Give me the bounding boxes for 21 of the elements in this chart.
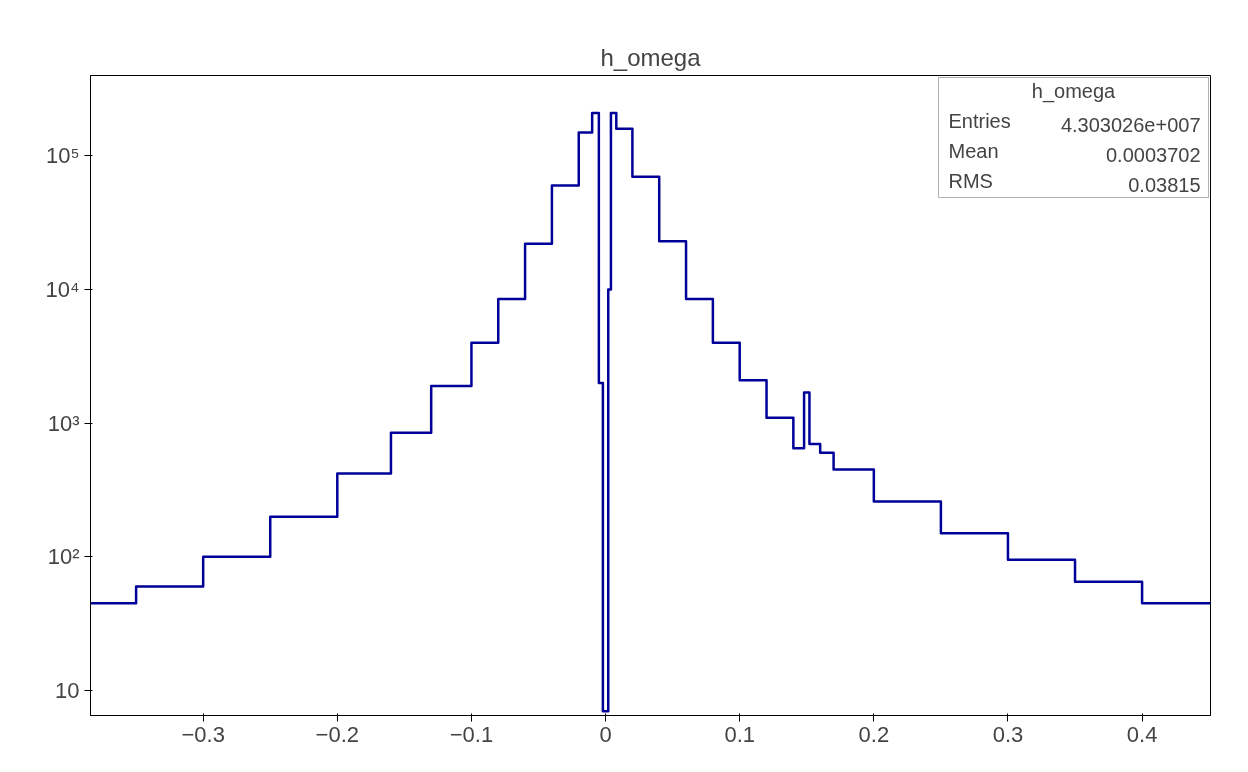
annotation: RMS <box>948 169 993 192</box>
y-tick-label: 10³ <box>47 410 80 436</box>
y-tick-label: 10⁵ <box>45 143 80 169</box>
x-tick-label: 0.3 <box>992 721 1024 747</box>
x-tick-label: 0.4 <box>1126 721 1158 747</box>
annotation: 0.0003702 <box>1105 143 1201 166</box>
x-tick-label: 0 <box>599 721 612 747</box>
y-tick-label: 10⁴ <box>45 277 80 303</box>
x-tick-label: −0.3 <box>181 721 225 747</box>
x-tick-label: −0.2 <box>315 721 360 747</box>
x-tick-label: 0.1 <box>724 721 755 747</box>
y-tick-label: 10² <box>47 544 80 570</box>
x-tick-label: 0.2 <box>858 721 890 747</box>
annotation: 4.303026e+007 <box>1060 113 1201 136</box>
annotation: 0.03815 <box>1128 173 1201 196</box>
y-tick-label: 10 <box>55 678 80 703</box>
x-tick-label: −0.1 <box>449 721 494 747</box>
chart-title: h_omega <box>600 43 702 71</box>
annotation: h_omega <box>1031 79 1117 103</box>
annotation: Entries <box>948 109 1011 132</box>
annotation: Mean <box>948 139 999 162</box>
